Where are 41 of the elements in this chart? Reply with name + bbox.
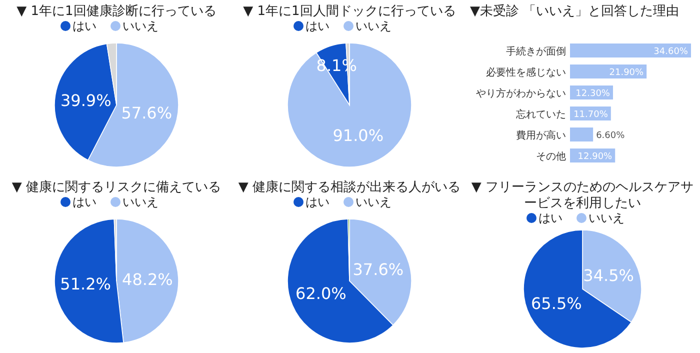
data-label: 48.2%: [122, 270, 173, 290]
data-label: 12.90%: [578, 152, 613, 162]
y-tick-label: やり方がわからない: [476, 88, 566, 100]
data-label: 21.90%: [609, 68, 644, 78]
y-tick-label: 必要性を感じない: [486, 66, 566, 78]
chart-title: ▼ 健康に関するリスクに備えている: [12, 180, 222, 195]
legend-label: いいえ: [122, 19, 158, 33]
data-label: 37.6%: [352, 260, 404, 280]
legend-label: いいえ: [588, 211, 624, 225]
data-label: 34.60%: [654, 47, 688, 57]
legend-label: いいえ: [356, 19, 392, 33]
data-label: 51.2%: [60, 274, 111, 294]
chart-title: ▼ 健康に関する相談が出来る人がいる: [238, 180, 461, 195]
data-label: 39.9%: [60, 91, 112, 110]
chart-title: ▼ 1年に1回健康診断に行っている: [16, 4, 216, 19]
legend-label: はい: [72, 19, 96, 33]
legend-label: はい: [72, 195, 96, 209]
chart-title: ▼ フリーランスのためのヘルスケアサービスを利用したい: [471, 180, 694, 211]
chart-title: ▼ 1年に1回人間ドックに行っている: [243, 4, 456, 19]
legend-label: いいえ: [356, 195, 392, 209]
legend-label: はい: [538, 211, 562, 225]
chart-title: ▼未受診 「いいえ」と回答した理由: [470, 4, 680, 19]
legend-label: いいえ: [122, 195, 158, 209]
y-tick-label: その他: [536, 150, 566, 162]
data-label: 6.60%: [596, 131, 626, 141]
legend-label: はい: [306, 19, 330, 33]
data-label: 12.30%: [576, 89, 610, 99]
y-tick-label: 忘れていた: [516, 108, 566, 120]
y-tick-label: 手続きが面倒: [506, 46, 566, 58]
bar: [570, 128, 594, 142]
data-label: 11.70%: [574, 110, 608, 120]
data-label: 57.6%: [121, 103, 172, 122]
bar: [570, 64, 647, 78]
bar: [570, 44, 691, 58]
legend-label: はい: [306, 195, 330, 209]
data-label: 65.5%: [531, 294, 582, 313]
y-tick-label: 費用が高い: [516, 130, 566, 142]
pie-slice: [287, 42, 412, 168]
data-label: 91.0%: [332, 126, 384, 145]
data-label: 34.5%: [583, 266, 634, 286]
data-label: 62.0%: [296, 284, 346, 304]
